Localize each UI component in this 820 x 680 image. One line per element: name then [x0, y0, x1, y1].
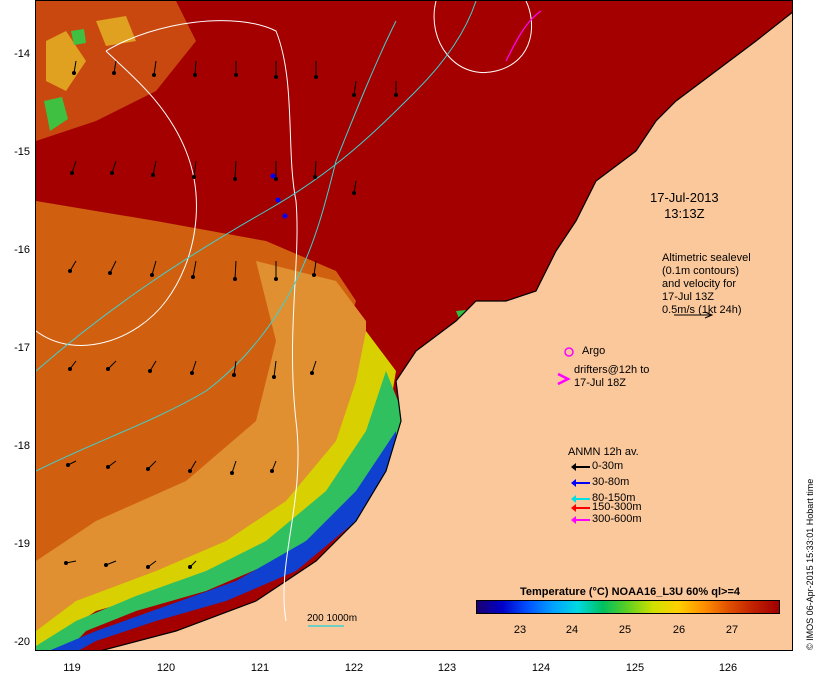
sealevel-note-line: 0.5m/s (1kt 24h): [662, 304, 742, 316]
mooring-arrows: [270, 173, 288, 219]
nw-yellow-patches: [46, 16, 136, 91]
timestamp-time: 13:13Z: [664, 206, 705, 221]
nw-green-patches: [44, 29, 86, 131]
drifter-symbol: [557, 372, 571, 386]
anmn-arrow-icon: [571, 495, 590, 503]
anmn-arrow-icon: [571, 504, 590, 512]
colorbar-tick: 26: [672, 624, 686, 636]
credit-text: © IMOS 06-Apr-2015 15:33:01 Hobart time: [805, 478, 815, 650]
lon-tick: 122: [344, 662, 364, 674]
anmn-arrow-icon: [571, 463, 590, 471]
lat-tick: -16: [14, 244, 30, 256]
cooler-orange-band: [36, 261, 366, 641]
velocity-arrows: [64, 60, 398, 569]
sealevel-contour: [105, 20, 299, 622]
coastal-green-band: [36, 371, 406, 650]
lon-tick: 126: [718, 662, 738, 674]
drifters-label-line: 17-Jul 18Z: [574, 377, 626, 389]
lat-tick: -20: [14, 636, 30, 648]
lat-tick: -18: [14, 440, 30, 452]
anmn-arrow-icon: [571, 516, 590, 524]
anmn-arrow-icon: [571, 479, 590, 487]
argo-symbol: [564, 347, 574, 357]
sealevel-note-line: and velocity for: [662, 278, 736, 290]
lon-tick: 121: [250, 662, 270, 674]
lon-tick: 125: [625, 662, 645, 674]
lat-tick: -14: [14, 48, 30, 60]
colorbar-title: Temperature (°C) NOAA16_L3U 60% ql>=4: [520, 586, 740, 598]
sealevel-note-line: 17-Jul 13Z: [662, 291, 714, 303]
coastal-yellow-band: [36, 331, 396, 650]
land-area: [103, 12, 792, 650]
sealevel-note-line: (0.1m contours): [662, 265, 740, 277]
lon-tick: 120: [156, 662, 176, 674]
anmn-legend-item: 30-80m: [592, 476, 630, 488]
sealevel-note: Altimetric sealevel (0.1m contours) and …: [662, 252, 751, 317]
sealevel-contour: [433, 1, 532, 73]
anmn-legend-title: ANMN 12h av.: [568, 446, 639, 458]
drifter-track: [505, 10, 542, 62]
colorbar-tick: 27: [725, 624, 739, 636]
temperature-colorbar: [476, 600, 780, 614]
lat-tick: -17: [14, 342, 30, 354]
depth-contour-legend-label: 200 1000m: [307, 613, 358, 624]
anmn-legend-item: 300-600m: [592, 513, 642, 525]
sealevel-contour: [36, 50, 197, 346]
lon-tick: 123: [437, 662, 457, 674]
anmn-legend-item: 0-30m: [592, 460, 624, 472]
image-timestamp: 17-Jul-2013 13:13Z: [650, 190, 719, 222]
sst-map[interactable]: [35, 0, 793, 651]
lat-tick: -15: [14, 146, 30, 158]
sealevel-note-line: Altimetric sealevel: [662, 252, 751, 264]
argo-label: Argo: [582, 345, 606, 357]
anmn-legend-item: 80-150m: [592, 492, 636, 504]
lon-tick: 124: [531, 662, 551, 674]
coastal-blue-band: [50, 431, 396, 650]
colorbar-tick: 24: [565, 624, 579, 636]
drifters-label: drifters@12h to 17-Jul 18Z: [574, 364, 649, 390]
sst-map-canvas: [36, 1, 792, 650]
anmn-legend-item: 150-300m: [592, 501, 642, 513]
depth-contour: [36, 1, 477, 372]
coastline: [101, 11, 792, 650]
drifters-label-line: drifters@12h to: [574, 364, 650, 376]
lat-tick: -19: [14, 538, 30, 550]
timestamp-date: 17-Jul-2013: [650, 190, 719, 205]
depth-contour: [36, 20, 397, 472]
velocity-scale-arrowhead: [704, 311, 714, 319]
lon-tick: 119: [63, 662, 81, 674]
colorbar-tick: 25: [618, 624, 632, 636]
colorbar-tick: 23: [513, 624, 527, 636]
